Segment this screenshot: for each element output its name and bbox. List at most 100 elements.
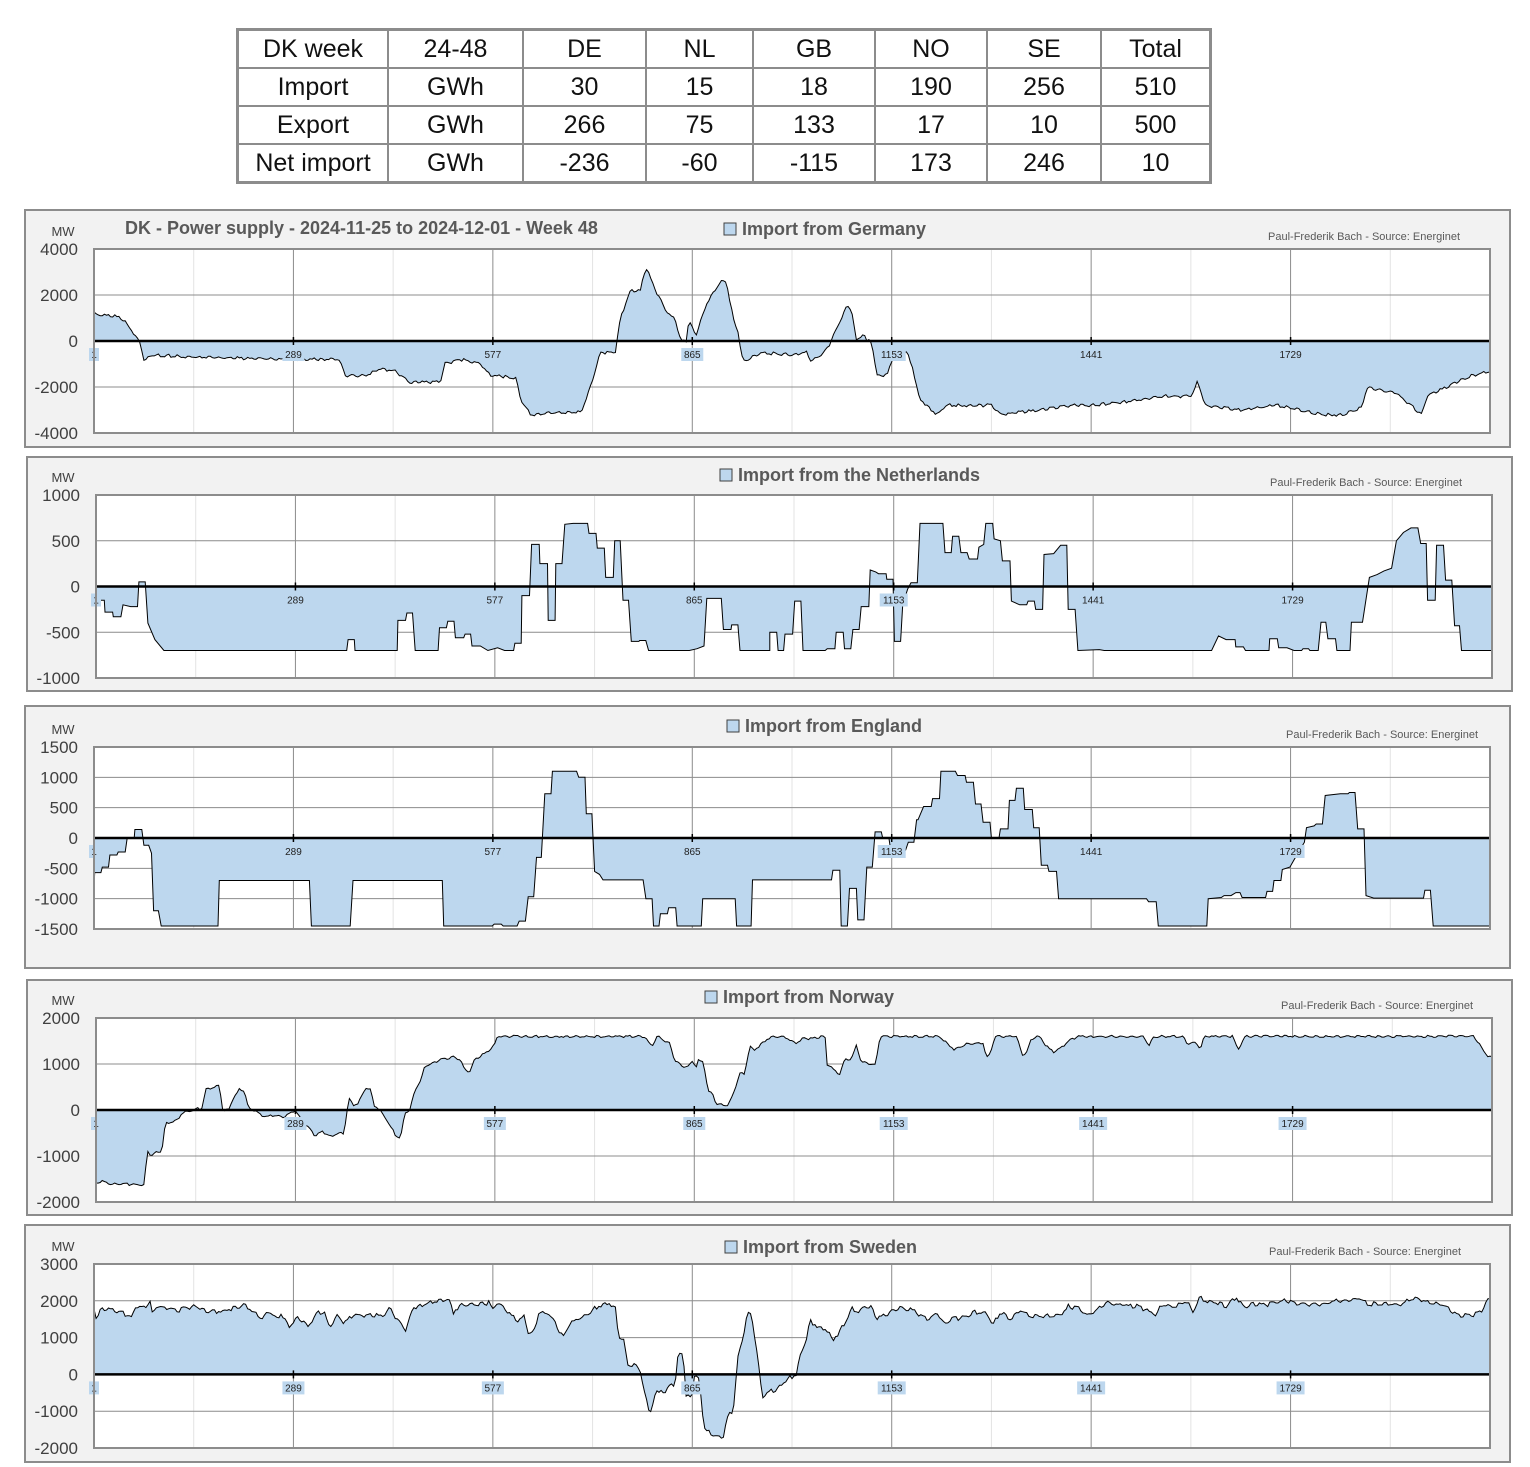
x-tick-label-bg (1077, 1381, 1106, 1395)
table-cell: 10 (1100, 143, 1212, 184)
legend-label: Import from Sweden (743, 1237, 917, 1257)
table-cell: 30 (522, 67, 647, 107)
y-tick-label: 1000 (40, 768, 78, 787)
net-import-row: Net import GWh -236 -60 -115 173 246 10 (236, 143, 1212, 184)
x-tick-label-bg (282, 845, 305, 858)
y-tick-label: 0 (71, 578, 80, 597)
x-tick-label: 289 (287, 596, 304, 607)
x-tick-label: 1153 (881, 847, 903, 858)
x-tick-label: 1441 (1082, 1119, 1105, 1130)
table-cell: GWh (387, 67, 524, 107)
table-cell: Net import (236, 143, 389, 184)
source-credit: Paul-Frederik Bach - Source: Energinet (1268, 231, 1460, 243)
x-tick-label-bg (877, 348, 906, 361)
y-tick-label: -2000 (37, 1193, 80, 1212)
x-tick-label: 1441 (1080, 847, 1103, 858)
table-header-cell: Total (1100, 28, 1212, 69)
x-tick-label-bg (1276, 1381, 1305, 1395)
export-row: Export GWh 266 75 133 17 10 500 (236, 105, 1212, 145)
source-credit: Paul-Frederik Bach - Source: Energinet (1286, 729, 1478, 741)
y-tick-label: 4000 (40, 240, 78, 259)
x-tick-label: 1729 (1279, 847, 1302, 858)
x-tick-label-bg (284, 593, 307, 607)
x-tick-label-bg (481, 1381, 504, 1395)
x-tick-label: 1441 (1080, 1383, 1103, 1394)
x-tick-label: 1153 (883, 1119, 905, 1130)
y-tick-label: -1000 (37, 669, 80, 688)
y-tick-label: -1000 (35, 890, 78, 909)
y-tick-label: -500 (44, 859, 78, 878)
y-tick-label: 1000 (40, 1329, 78, 1348)
x-tick-label-bg (282, 348, 305, 361)
x-tick-label-bg (1278, 593, 1307, 607)
legend-swatch-icon (726, 719, 740, 733)
y-axis-unit: MW (51, 1239, 75, 1254)
table-cell: GWh (387, 105, 524, 145)
y-tick-label: 0 (71, 1101, 80, 1120)
table-cell: 173 (874, 143, 988, 184)
x-tick-label: 577 (485, 350, 502, 361)
header-row: DK week 24-48 DE NL GB NO SE Total (236, 28, 1212, 69)
table-cell: -236 (522, 143, 647, 184)
y-tick-label: -500 (46, 623, 80, 642)
x-tick-label-bg (1276, 348, 1305, 361)
x-tick-label-bg (481, 348, 504, 361)
table-cell: -115 (752, 143, 876, 184)
x-tick-label: 865 (684, 350, 701, 361)
source-credit: Paul-Frederik Bach - Source: Energinet (1269, 1246, 1461, 1258)
x-tick-label-bg (681, 1381, 704, 1395)
series-area (96, 1035, 1492, 1186)
x-tick-label: 289 (285, 1383, 302, 1394)
table-cell: 15 (645, 67, 754, 107)
table-cell: GWh (387, 143, 524, 184)
table-cell: 10 (986, 105, 1102, 145)
x-tick-label: 289 (285, 350, 302, 361)
x-tick-label-bg (483, 1117, 506, 1130)
x-tick-label-bg (481, 845, 504, 858)
x-tick-label: 1441 (1082, 596, 1105, 607)
x-tick-label: 1153 (881, 1383, 903, 1394)
y-tick-label: -1000 (35, 1402, 78, 1421)
table-cell: 75 (645, 105, 754, 145)
table-header-cell: 24-48 (387, 28, 524, 69)
x-tick-label: 1729 (1281, 1119, 1304, 1130)
y-tick-label: -4000 (35, 424, 78, 443)
table-cell: 266 (522, 105, 647, 145)
plot-border (93, 746, 1491, 930)
table-cell: 510 (1100, 67, 1212, 107)
x-tick-label-bg (681, 845, 704, 858)
table-cell: 500 (1100, 105, 1212, 145)
table-cell: 18 (752, 67, 876, 107)
x-tick-label-bg (284, 1117, 307, 1130)
y-tick-label: 2000 (40, 286, 78, 305)
y-tick-label: 0 (69, 1365, 78, 1384)
x-tick-label-bg (683, 1117, 706, 1130)
import-row: Import GWh 30 15 18 190 256 510 (236, 67, 1212, 107)
x-tick-label-bg (282, 1381, 305, 1395)
x-tick-label-bg (1077, 348, 1106, 361)
y-tick-label: -2000 (35, 378, 78, 397)
x-tick-label: 865 (686, 596, 703, 607)
y-tick-label: 0 (69, 332, 78, 351)
y-tick-label: 0 (69, 829, 78, 848)
table-cell: 17 (874, 105, 988, 145)
x-tick-label: 1441 (1080, 350, 1103, 361)
legend-label: Import from Norway (723, 987, 894, 1007)
source-credit: Paul-Frederik Bach - Source: Energinet (1281, 1000, 1473, 1012)
table-cell: Export (236, 105, 389, 145)
x-tick-label: 577 (485, 847, 502, 858)
series-line (93, 268, 1491, 417)
y-tick-label: 500 (52, 532, 80, 551)
y-tick-label: -1500 (35, 920, 78, 939)
series-area (94, 269, 1490, 417)
table-cell: 246 (986, 143, 1102, 184)
x-tick-label: 865 (684, 847, 701, 858)
table-cell: 133 (752, 105, 876, 145)
x-tick-label-bg (877, 1381, 906, 1395)
x-tick-label: 1729 (1279, 1383, 1302, 1394)
y-tick-label: 3000 (40, 1255, 78, 1274)
